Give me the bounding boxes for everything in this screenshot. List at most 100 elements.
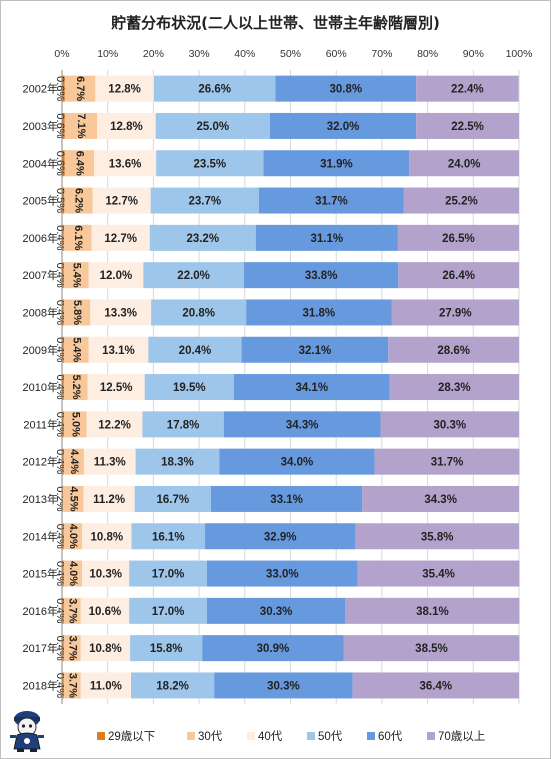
category-label: 2005年 xyxy=(23,194,58,208)
bar-segment xyxy=(150,187,259,214)
bar-segment xyxy=(91,224,150,251)
data-label: 5.4% xyxy=(70,337,82,362)
data-label: 25.2% xyxy=(445,196,478,208)
bar-segment xyxy=(374,448,520,475)
data-label: 32.0% xyxy=(327,121,360,133)
legend-label: 50代 xyxy=(318,730,343,743)
legend-label: 30代 xyxy=(198,730,223,743)
data-label: 0.4% xyxy=(54,673,66,698)
data-label: 28.6% xyxy=(437,345,470,357)
data-label: 13.1% xyxy=(102,345,135,357)
data-label: 4.4% xyxy=(68,449,80,474)
data-label: 30.3% xyxy=(260,606,293,618)
data-label: 38.5% xyxy=(415,643,448,655)
data-label: 12.7% xyxy=(105,196,138,208)
bar-segment xyxy=(88,262,144,289)
data-label: 20.4% xyxy=(179,345,212,357)
data-label: 19.5% xyxy=(173,382,206,394)
bar-segment xyxy=(63,448,84,475)
data-label: 31.8% xyxy=(303,307,336,319)
data-label: 31.7% xyxy=(431,457,464,469)
bar-segment xyxy=(131,523,206,550)
data-label: 31.1% xyxy=(311,233,344,245)
bar-segment xyxy=(83,448,136,475)
bar-segment xyxy=(151,299,247,326)
data-label: 3.7% xyxy=(66,636,78,661)
bar-segment xyxy=(148,336,242,363)
category-label: 2004年 xyxy=(23,156,58,170)
legend-label: 40代 xyxy=(258,730,283,743)
data-label: 0.6% xyxy=(54,151,66,176)
chart-title: 貯蓄分布状況(二人以上世帯、世帯主年齢階層別) xyxy=(111,14,440,32)
data-label: 17.8% xyxy=(167,419,200,431)
bar-segment xyxy=(144,374,234,401)
bar-segment xyxy=(255,224,398,251)
bar-segment xyxy=(62,597,64,624)
bar-segment xyxy=(135,448,220,475)
bar-segment xyxy=(275,75,417,102)
bar-segment xyxy=(63,597,81,624)
data-label: 0.4% xyxy=(54,412,66,437)
bar-segment xyxy=(143,262,244,289)
bar-segment xyxy=(156,150,264,177)
data-label: 23.5% xyxy=(194,158,227,170)
data-label: 3.7% xyxy=(66,598,78,623)
data-label: 15.8% xyxy=(150,643,183,655)
data-label: 6.7% xyxy=(74,76,86,101)
bar-segment xyxy=(63,672,81,699)
bar-segment xyxy=(269,112,417,139)
data-label: 22.5% xyxy=(451,121,484,133)
bar-segment xyxy=(62,635,64,662)
bar-segment xyxy=(246,299,392,326)
bar-segment xyxy=(388,336,519,363)
data-label: 30.3% xyxy=(433,419,466,431)
data-label: 10.8% xyxy=(90,531,123,543)
data-label: 0.4% xyxy=(54,598,66,623)
data-label: 12.8% xyxy=(108,84,141,96)
data-label: 16.7% xyxy=(157,494,190,506)
bar-segment xyxy=(153,75,276,102)
data-label: 24.0% xyxy=(448,158,481,170)
bar-segment xyxy=(142,411,224,438)
data-label: 32.9% xyxy=(264,531,297,543)
data-label: 17.0% xyxy=(152,569,185,581)
bar-segment xyxy=(64,112,98,139)
data-label: 31.9% xyxy=(320,158,353,170)
bar-segment xyxy=(62,560,64,587)
data-label: 5.0% xyxy=(69,412,81,437)
bar-segment xyxy=(63,560,83,587)
bar-segment xyxy=(206,597,346,624)
bar-segment xyxy=(343,635,520,662)
data-label: 4.0% xyxy=(67,561,79,586)
bar-segment xyxy=(63,262,89,289)
bar-segment xyxy=(129,597,207,624)
bar-segment xyxy=(202,635,344,662)
legend-label: 70歳以上 xyxy=(438,730,485,743)
x-tick-label: 30% xyxy=(189,48,210,60)
data-label: 0.6% xyxy=(54,76,66,101)
bar-segment xyxy=(263,150,410,177)
bar-segment xyxy=(130,635,203,662)
bar-segment xyxy=(62,112,65,139)
category-label: 2017年 xyxy=(23,641,58,655)
bar-segment xyxy=(219,448,375,475)
data-label: 4.5% xyxy=(67,486,79,511)
bar-segment xyxy=(62,150,65,177)
bar-segment xyxy=(63,411,87,438)
data-label: 23.7% xyxy=(189,196,222,208)
data-label: 33.1% xyxy=(270,494,303,506)
bar-segment xyxy=(205,523,356,550)
data-label: 0.4% xyxy=(54,636,66,661)
bar-segment xyxy=(258,187,404,214)
category-label: 2016年 xyxy=(23,604,58,618)
data-label: 6.2% xyxy=(73,188,85,213)
bar-segment xyxy=(63,374,88,401)
data-label: 26.6% xyxy=(198,84,231,96)
bar-segment xyxy=(62,485,84,512)
data-label: 22.4% xyxy=(451,84,484,96)
data-label: 34.3% xyxy=(286,419,319,431)
data-label: 12.2% xyxy=(98,419,131,431)
category-label: 2007年 xyxy=(23,268,58,282)
data-label: 33.8% xyxy=(305,270,338,282)
